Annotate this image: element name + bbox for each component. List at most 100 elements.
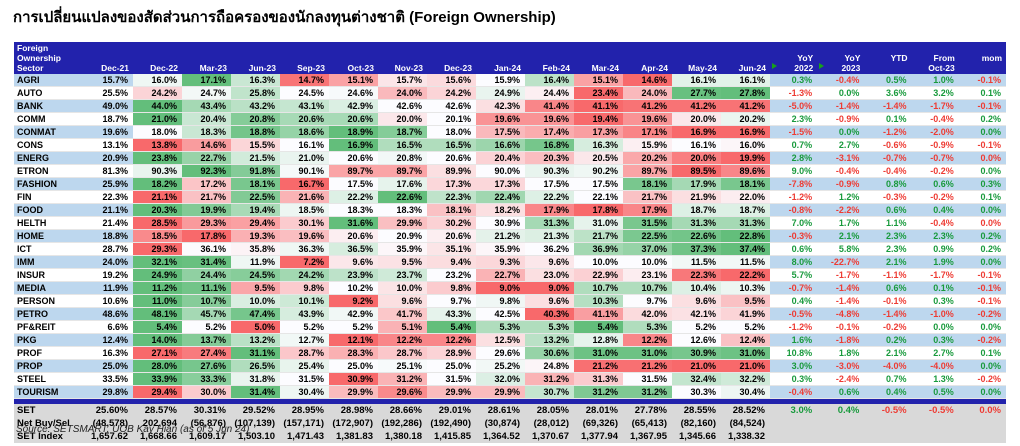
heatmap-cell: 27.1%: [133, 346, 182, 360]
heatmap-cell: 9.5%: [721, 294, 770, 308]
heatmap-cell: 43.4%: [182, 99, 231, 113]
change-cell: -1.0%: [911, 307, 959, 321]
change-cell: -0.1%: [958, 268, 1006, 282]
change-cell: -0.4%: [817, 74, 865, 87]
heatmap-cell: 42.6%: [378, 99, 427, 113]
heatmap-cell: 31.5%: [623, 216, 672, 230]
sector-label: FIN: [14, 190, 84, 204]
heatmap-cell: 20.6%: [427, 151, 476, 165]
heatmap-cell: 16.5%: [378, 138, 427, 152]
summary-value-cell: (65,413): [623, 417, 672, 430]
change-cell: -1.8%: [817, 333, 865, 347]
heatmap-cell: 17.5%: [574, 177, 623, 191]
heatmap-cell: 9.5%: [231, 281, 280, 295]
heatmap-cell: 9.5%: [378, 255, 427, 269]
heatmap-cell: 19.3%: [231, 229, 280, 243]
heatmap-cell: 5.2%: [329, 320, 378, 334]
change-cell: -0.2%: [958, 333, 1006, 347]
change-cell: -0.3%: [770, 229, 818, 243]
table-row: FIN 22.3% 21.1% 21.7% 22.5% 21.6% 22.2% 22.6% 22…: [14, 190, 1006, 204]
summary-value-cell: (28,012): [525, 417, 574, 430]
heatmap-cell: 27.7%: [672, 86, 721, 100]
change-cell: 5.7%: [770, 268, 818, 282]
change-cell: -1.2%: [864, 125, 912, 139]
heatmap-cell: 31.5%: [280, 372, 329, 386]
heatmap-cell: 31.2%: [525, 372, 574, 386]
sector-label: IMM: [14, 255, 84, 269]
heatmap-cell: 27.6%: [182, 359, 231, 373]
heatmap-cell: 7.2%: [280, 255, 329, 269]
heatmap-cell: 89.7%: [378, 164, 427, 178]
summary-change-cell: [958, 430, 1006, 443]
heatmap-cell: 41.2%: [672, 99, 721, 113]
change-cell: 1.1%: [864, 216, 912, 230]
heatmap-cell: 24.5%: [231, 268, 280, 282]
heatmap-cell: 25.0%: [427, 359, 476, 373]
heatmap-cell: 41.7%: [378, 307, 427, 321]
change-cell: 0.2%: [958, 242, 1006, 256]
change-cell: 0.0%: [958, 151, 1006, 165]
summary-change-cell: [911, 430, 959, 443]
change-cell: -0.9%: [911, 138, 959, 152]
change-cell: -0.7%: [770, 281, 818, 295]
change-cell: -5.0%: [770, 99, 818, 113]
change-cell: 0.1%: [864, 112, 912, 126]
table-row: PROP 25.0% 28.0% 27.6% 26.5% 25.4% 25.0% 25.1% 2…: [14, 359, 1006, 373]
change-cell: 0.0%: [958, 385, 1006, 399]
change-cell: 3.6%: [864, 86, 912, 100]
sector-label: FOOD: [14, 203, 84, 217]
heatmap-cell: 37.3%: [672, 242, 721, 256]
heatmap-cell: 12.5%: [476, 333, 525, 347]
foreign-ownership-table: Foreign Ownership Sector Dec-21 Dec-22 Mar-2…: [14, 42, 1006, 443]
heatmap-cell: 27.8%: [721, 86, 770, 100]
heatmap-cell: 89.5%: [672, 164, 721, 178]
sector-label: HELTH: [14, 216, 84, 230]
heatmap-cell: 23.8%: [133, 151, 182, 165]
change-cell: 0.1%: [958, 190, 1006, 204]
heatmap-cell: 9.6%: [525, 255, 574, 269]
summary-value-cell: 28.61%: [476, 404, 525, 417]
value-cell: 25.0%: [84, 359, 133, 373]
heatmap-cell: 9.7%: [623, 294, 672, 308]
heatmap-cell: 17.3%: [427, 177, 476, 191]
summary-value-cell: (157,171): [280, 417, 329, 430]
summary-value-cell: 1,657.62: [84, 430, 133, 443]
heatmap-cell: 42.6%: [427, 99, 476, 113]
value-cell: 18.8%: [84, 229, 133, 243]
heatmap-cell: 5.2%: [672, 320, 721, 334]
heatmap-cell: 24.0%: [378, 86, 427, 100]
heatmap-cell: 5.2%: [182, 320, 231, 334]
heatmap-cell: 20.3%: [133, 203, 182, 217]
heatmap-cell: 30.9%: [672, 346, 721, 360]
heatmap-cell: 12.7%: [280, 333, 329, 347]
summary-change-cell: [817, 430, 865, 443]
heatmap-cell: 9.8%: [280, 281, 329, 295]
change-cell: -1.2%: [770, 320, 818, 334]
change-cell: 0.1%: [958, 86, 1006, 100]
heatmap-cell: 24.4%: [182, 268, 231, 282]
heatmap-cell: 18.1%: [231, 177, 280, 191]
heatmap-cell: 45.7%: [182, 307, 231, 321]
change-cell: 0.0%: [958, 203, 1006, 217]
summary-label: SET: [14, 404, 84, 417]
summary-value-cell: 28.01%: [574, 404, 623, 417]
comment-marker-icon: [772, 63, 777, 69]
change-cell: -22.7%: [817, 255, 865, 269]
change-cell: 5.8%: [817, 242, 865, 256]
heatmap-cell: 5.4%: [574, 320, 623, 334]
heatmap-cell: 21.7%: [574, 229, 623, 243]
value-cell: 20.9%: [84, 151, 133, 165]
summary-label: SET Index: [14, 430, 84, 443]
page-title: การเปลี่ยนแปลงของสัดส่วนการถือครองของนัก…: [13, 9, 556, 26]
heatmap-cell: 31.3%: [574, 372, 623, 386]
table-row: PF&REIT 6.6% 5.4% 5.2% 5.0% 5.2% 5.2% 5.1% 5.4% 5…: [14, 320, 1006, 334]
heatmap-cell: 35.9%: [378, 242, 427, 256]
heatmap-cell: 24.4%: [525, 86, 574, 100]
heatmap-cell: 42.3%: [476, 99, 525, 113]
summary-row: SET 25.60% 28.57% 30.31% 29.52% 28.95% 28.98% 2…: [14, 404, 1006, 417]
summary-value-cell: 28.55%: [672, 404, 721, 417]
heatmap-cell: 25.2%: [476, 359, 525, 373]
summary-change-cell: [817, 417, 865, 430]
change-cell: 0.3%: [958, 177, 1006, 191]
heatmap-cell: 16.5%: [427, 138, 476, 152]
